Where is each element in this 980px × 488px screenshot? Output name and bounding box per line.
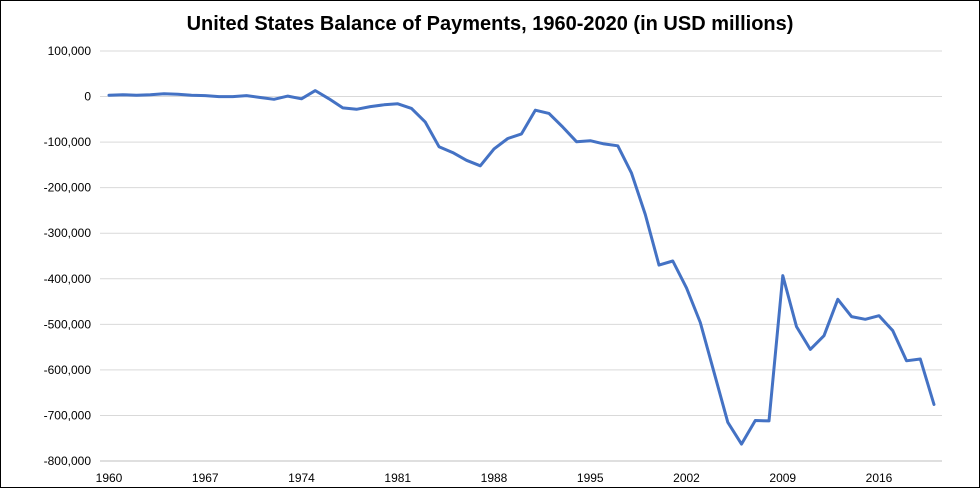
x-tick-label: 2002 <box>673 471 700 485</box>
x-tick-label: 1974 <box>288 471 315 485</box>
series-line <box>107 89 936 446</box>
y-tick-label: -400,000 <box>44 272 92 286</box>
y-tick-label: 100,000 <box>48 44 92 58</box>
x-tick-label: 1960 <box>96 471 123 485</box>
y-tick-label: 0 <box>84 90 91 104</box>
y-tick-label: -600,000 <box>44 363 92 377</box>
x-tick-label: 1981 <box>384 471 411 485</box>
y-tick-label: -500,000 <box>44 317 92 331</box>
x-tick-label: 1967 <box>192 471 219 485</box>
chart-title: United States Balance of Payments, 1960-… <box>186 13 794 35</box>
y-tick-label: -200,000 <box>44 181 92 195</box>
y-tick-label: -100,000 <box>44 135 92 149</box>
x-tick-label: 2016 <box>866 471 893 485</box>
y-tick-label: -700,000 <box>44 408 92 422</box>
y-tick-label: -800,000 <box>44 454 92 468</box>
x-tick-label: 1995 <box>577 471 604 485</box>
y-tick-label: -300,000 <box>44 226 92 240</box>
x-tick-label: 1988 <box>481 471 508 485</box>
x-tick-label: 2009 <box>769 471 796 485</box>
